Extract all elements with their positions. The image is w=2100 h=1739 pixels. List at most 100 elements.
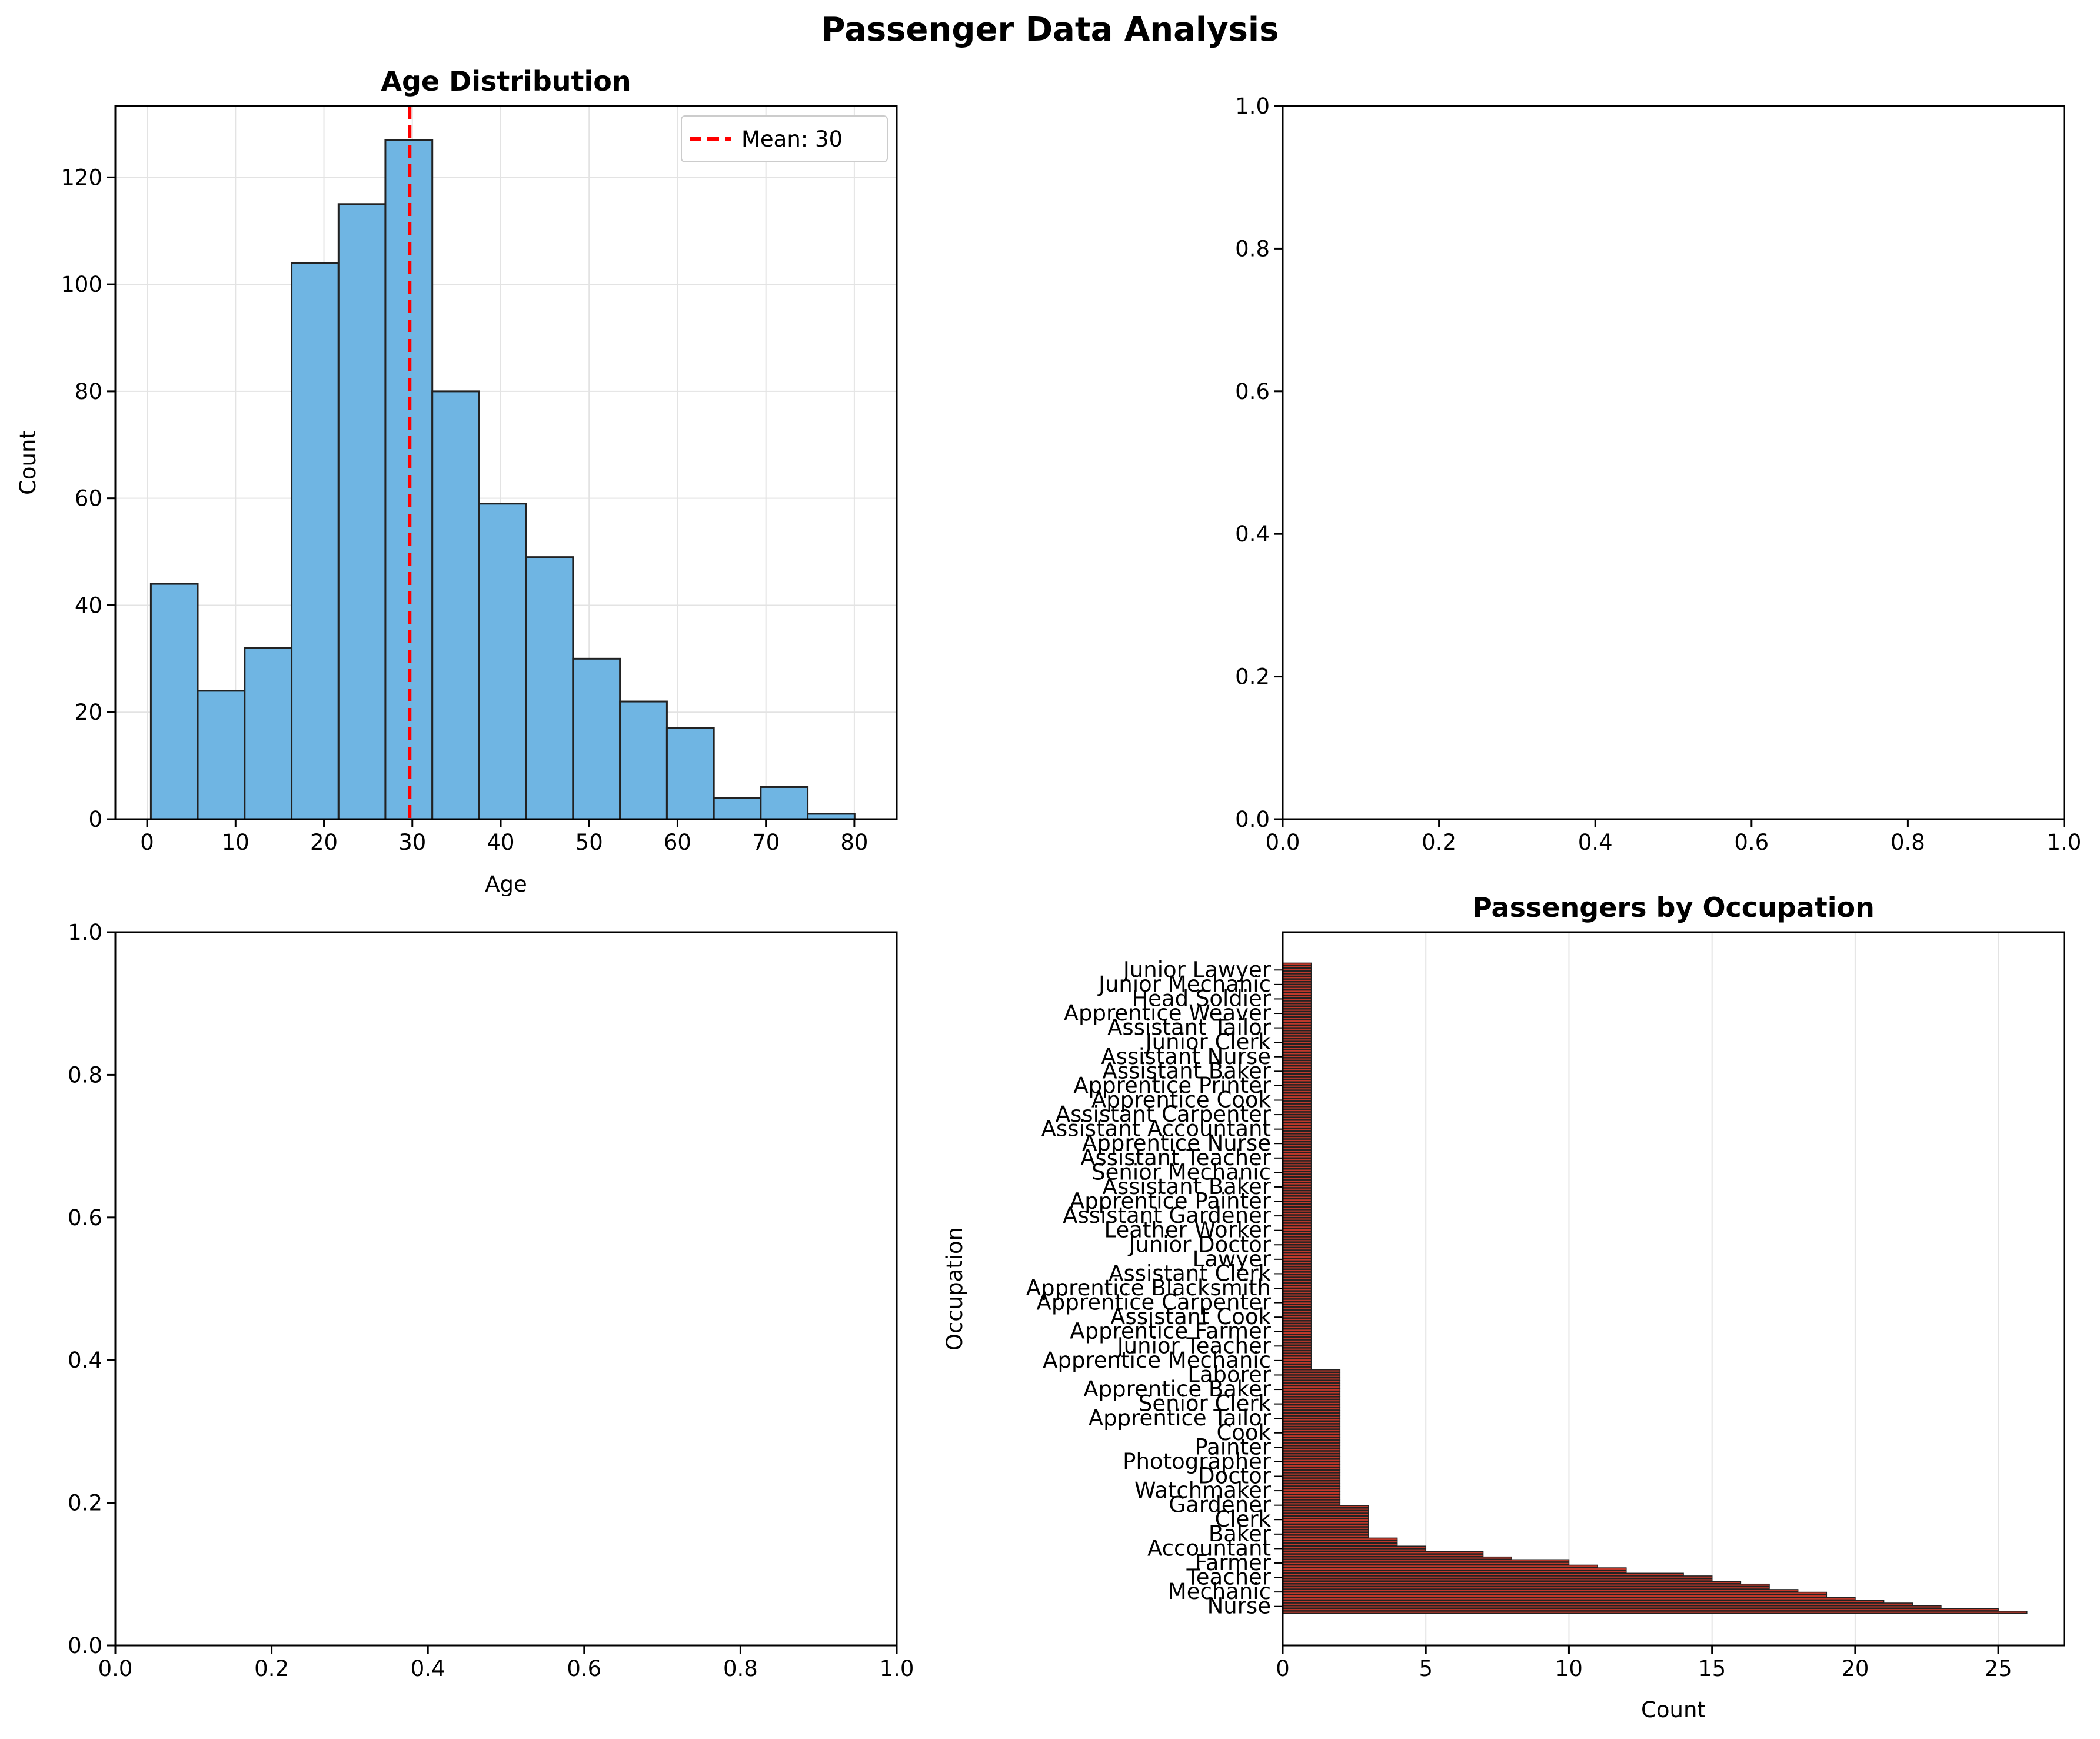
age-x-tick-label: 0 bbox=[140, 830, 154, 855]
occupation-bar bbox=[1282, 1225, 1312, 1229]
occupation-bar bbox=[1282, 995, 1312, 999]
occupation-bar bbox=[1282, 1025, 1312, 1028]
occupation-bar bbox=[1282, 967, 1312, 972]
occupation-bar bbox=[1282, 1339, 1312, 1343]
occupation-x-tick-label: 20 bbox=[1841, 1656, 1869, 1681]
occupation-bar bbox=[1282, 1364, 1312, 1367]
occupation-y-tick-label: Leather Worker bbox=[1104, 1218, 1272, 1243]
occupation-bar bbox=[1282, 1100, 1312, 1104]
occupation-y-tick-label: Doctor bbox=[1198, 1464, 1272, 1489]
occupation-bar bbox=[1282, 1155, 1312, 1159]
occupation-bar bbox=[1282, 1166, 1312, 1169]
empty-panel-bottom-left-frame bbox=[114, 931, 898, 1647]
occupation-bar bbox=[1282, 1407, 1341, 1411]
occupation-bar bbox=[1282, 1011, 1312, 1015]
occupation-y-tick-label: Farmer bbox=[1195, 1550, 1272, 1575]
occupation-bar bbox=[1282, 1366, 1312, 1370]
age-histogram-bar bbox=[197, 690, 246, 820]
age-histogram-bar bbox=[713, 797, 762, 820]
occupation-y-tick-label: Accountant bbox=[1147, 1535, 1271, 1561]
age-x-tick-label: 70 bbox=[752, 830, 780, 855]
occupation-bar bbox=[1282, 1171, 1312, 1175]
age-histogram-bar bbox=[291, 262, 340, 820]
occupation-bar bbox=[1282, 1055, 1312, 1058]
occupation-bar bbox=[1282, 1554, 1484, 1557]
occupation-bar bbox=[1282, 1513, 1369, 1517]
occupation-bar bbox=[1282, 1572, 1684, 1576]
occupation-bar bbox=[1282, 1098, 1312, 1102]
occupation-bar bbox=[1282, 1396, 1341, 1400]
occupation-bar bbox=[1282, 1583, 1770, 1587]
empty-bottom-left-y-ticks: 0.0 0.2 0.4 0.6 0.8 1.0 bbox=[68, 920, 115, 1658]
empty-top-right-x-tick-label: 0.4 bbox=[1578, 830, 1613, 855]
occupation-bar bbox=[1282, 1063, 1312, 1066]
occupation-bar bbox=[1282, 1087, 1312, 1090]
age-histogram-frame bbox=[114, 105, 898, 820]
age-histogram-legend: Mean: 30 bbox=[681, 115, 888, 162]
occupation-bar bbox=[1282, 1334, 1312, 1338]
occupation-bar bbox=[1282, 1168, 1312, 1172]
occupation-bar bbox=[1282, 970, 1312, 974]
occupation-bar bbox=[1282, 1545, 1427, 1549]
age-histogram-bar bbox=[431, 390, 480, 820]
count-y-tick-label: 80 bbox=[75, 379, 102, 404]
occupation-bar bbox=[1282, 1206, 1312, 1210]
occupation-bar bbox=[1282, 1502, 1341, 1506]
occupation-bar bbox=[1282, 1537, 1398, 1541]
occupation-bar bbox=[1282, 1429, 1341, 1432]
empty-bottom-left-y-tick-label: 0.2 bbox=[68, 1491, 102, 1516]
occupation-bar bbox=[1282, 1139, 1312, 1142]
occupation-bar bbox=[1282, 1442, 1341, 1446]
occupation-bar bbox=[1282, 1022, 1312, 1026]
occupation-bar bbox=[1282, 1049, 1312, 1053]
occupation-bar bbox=[1282, 1176, 1312, 1181]
occupation-bar bbox=[1282, 1128, 1312, 1132]
occupation-bar bbox=[1282, 1006, 1312, 1009]
occupation-bar bbox=[1282, 1065, 1312, 1069]
legend-mean-label: Mean: 30 bbox=[741, 127, 843, 152]
occupation-bar bbox=[1282, 1174, 1312, 1178]
occupation-bar bbox=[1282, 1375, 1341, 1378]
occupation-bar bbox=[1282, 1581, 1742, 1584]
occupation-bar bbox=[1282, 1418, 1341, 1422]
occupation-y-tick-label: Junior Clerk bbox=[1144, 1029, 1272, 1055]
occupation-bar bbox=[1282, 1236, 1312, 1240]
occupation-bar bbox=[1282, 1497, 1341, 1500]
occupation-bar bbox=[1282, 1358, 1312, 1362]
occupation-y-tick-label: Apprentice Farmer bbox=[1070, 1319, 1271, 1344]
occupation-y-tick-label: Junior Teacher bbox=[1116, 1333, 1272, 1358]
occupation-y-tick-label: Lawyer bbox=[1193, 1246, 1272, 1272]
occupation-bar bbox=[1282, 1060, 1312, 1063]
occupation-bar bbox=[1282, 1079, 1312, 1083]
occupation-bar bbox=[1282, 1279, 1312, 1284]
occupation-bar bbox=[1282, 1467, 1341, 1471]
occupation-y-axis-label: Occupation bbox=[942, 1227, 967, 1351]
occupation-y-tick-label: Senior Clerk bbox=[1139, 1391, 1272, 1417]
occupation-y-tick-label: Gardener bbox=[1169, 1492, 1271, 1518]
occupation-bar bbox=[1282, 1092, 1312, 1096]
empty-top-right-x-tick-label: 0.6 bbox=[1734, 830, 1769, 855]
empty-top-right-x-tick-label: 0.2 bbox=[1422, 830, 1456, 855]
age-histogram-bar bbox=[337, 203, 387, 820]
occupation-y-tick-label: Assistant Cook bbox=[1110, 1304, 1271, 1329]
occupation-bar bbox=[1282, 1263, 1312, 1267]
age-histogram-bar bbox=[244, 647, 293, 820]
occupation-y-tick-label: Assistant Clerk bbox=[1109, 1261, 1271, 1286]
count-y-tick-label: 0 bbox=[88, 807, 102, 832]
occupation-bar bbox=[1282, 1434, 1341, 1438]
occupation-x-tick-label: 5 bbox=[1419, 1656, 1433, 1681]
occupation-bar bbox=[1282, 1182, 1312, 1186]
occupation-bar bbox=[1282, 1475, 1341, 1478]
occupation-bar bbox=[1282, 981, 1312, 985]
occupation-bar bbox=[1282, 1594, 1828, 1598]
occupation-bar bbox=[1282, 1070, 1312, 1075]
occupation-bar bbox=[1282, 1095, 1312, 1099]
occupation-bar bbox=[1282, 1567, 1627, 1571]
empty-panel-top-right: 0.0 0.2 0.4 0.6 0.8 1.0 0.0 0.2 0.4 0.6 0.8 1.0 bbox=[1235, 94, 2081, 855]
occupation-bar bbox=[1282, 1228, 1312, 1232]
occupation-x-axis-label: Count bbox=[1641, 1697, 1706, 1723]
occupation-bar bbox=[1282, 1147, 1312, 1151]
occupation-bar bbox=[1282, 1250, 1312, 1253]
occupation-bar bbox=[1282, 1000, 1312, 1004]
empty-top-right-y-tick-label: 0.6 bbox=[1235, 379, 1270, 404]
